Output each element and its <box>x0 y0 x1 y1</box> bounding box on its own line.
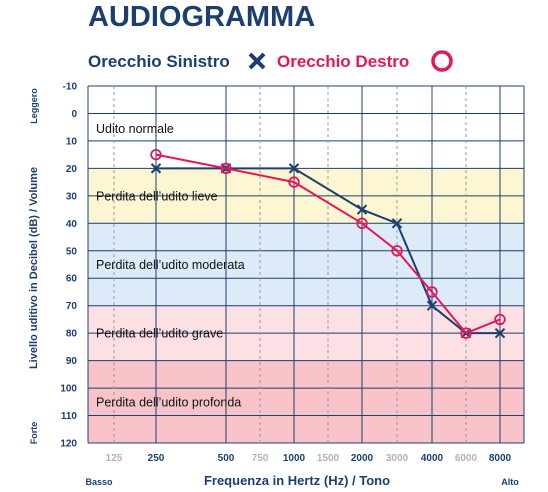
series-line <box>156 167 500 335</box>
series-right-ear <box>150 148 506 339</box>
x-tick-label: 2000 <box>351 453 374 464</box>
y-tick-label: 60 <box>66 274 78 285</box>
y-tick-label: 70 <box>66 301 78 312</box>
y-tick-label: 40 <box>66 219 78 230</box>
x-tick-label: 8000 <box>489 453 512 464</box>
legend: Orecchio Sinistro Orecchio Destro <box>88 50 453 72</box>
y-tick-label: 0 <box>71 109 77 120</box>
grid <box>87 85 525 444</box>
y-tick-label: -10 <box>63 82 78 93</box>
x-tick-label: 750 <box>252 453 269 464</box>
y-end-label-bottom: Forte <box>29 422 39 445</box>
data-point-circle-marker <box>356 217 368 230</box>
x-end-label-high: Alto <box>501 477 519 487</box>
x-axis-ticks: 125 250 500 750 1000 1500 2000 3000 4000 6000 8000 <box>106 453 512 464</box>
y-tick-label: 90 <box>66 356 78 367</box>
data-point-x-marker <box>288 163 300 174</box>
x-tick-label: 250 <box>148 453 165 464</box>
y-tick-label: 110 <box>61 411 78 422</box>
data-point-x-marker <box>150 163 162 174</box>
x-tick-label: 3000 <box>386 453 409 464</box>
band-label-moderate: Perdita dell’udito moderata <box>96 258 245 272</box>
x-tick-label: 1000 <box>283 453 306 464</box>
legend-circle-icon <box>431 50 453 72</box>
x-tick-label: 500 <box>218 453 235 464</box>
data-point-x-marker <box>494 327 506 339</box>
data-point-circle-marker <box>391 245 403 257</box>
band-label-normal: Udito normale <box>96 122 174 136</box>
data-point-circle-marker <box>150 148 162 161</box>
y-axis-ticks: -10 0 10 20 30 40 50 60 70 80 90 100 110 120 <box>60 82 77 450</box>
data-point-circle-marker <box>220 162 232 175</box>
y-tick-label: 30 <box>66 191 78 202</box>
x-tick-label: 4000 <box>421 453 444 464</box>
y-end-label-top: Leggero <box>29 88 39 124</box>
band-moderate <box>88 223 524 306</box>
data-point-circle-marker <box>426 286 438 298</box>
data-point-circle-marker <box>288 176 300 188</box>
legend-x-icon <box>248 52 266 70</box>
y-tick-label: 50 <box>66 246 78 257</box>
y-axis-label: Livello uditivo in Decibel (dB) / Volume <box>28 167 40 369</box>
legend-label-left-ear: Orecchio Sinistro <box>88 52 230 71</box>
chart-title: AUDIOGRAMMA <box>88 1 315 33</box>
x-axis-label: Frequenza in Hertz (Hz) / Tono <box>204 473 390 488</box>
x-tick-label: 1500 <box>317 453 340 464</box>
y-tick-label: 100 <box>60 384 77 395</box>
legend-label-right-ear: Orecchio Destro <box>277 52 409 71</box>
band-profound <box>88 360 524 443</box>
y-tick-label: 80 <box>66 329 78 340</box>
x-end-label-low: Basso <box>85 477 113 487</box>
data-point-x-marker <box>426 300 438 311</box>
data-point-circle-marker <box>460 327 472 339</box>
data-point-x-marker <box>391 218 403 229</box>
series <box>150 148 506 339</box>
band-label-mild: Perdita dell’udito lieve <box>96 189 218 203</box>
band-labels: Udito normale Perdita dell’udito lieve Per… <box>96 122 245 409</box>
x-tick-label: 125 <box>106 453 123 464</box>
y-tick-label: 120 <box>60 439 77 450</box>
band-label-severe: Perdita dell’udito grave <box>96 327 223 341</box>
y-tick-label: 20 <box>66 164 78 175</box>
series-line <box>155 153 501 335</box>
x-tick-label: 6000 <box>455 453 478 464</box>
data-point-x-marker <box>356 204 368 215</box>
y-tick-label: 10 <box>66 136 78 147</box>
band-label-profound: Perdita dell’udito profonda <box>96 395 241 409</box>
data-point-circle-marker <box>494 313 506 326</box>
